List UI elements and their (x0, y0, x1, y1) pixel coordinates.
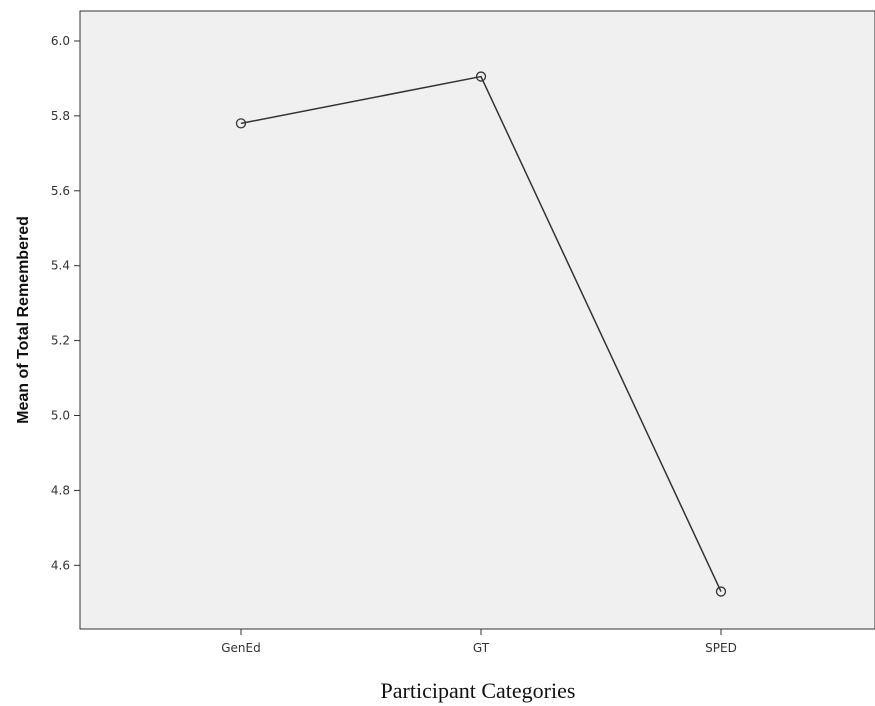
x-tick-label: SPED (705, 641, 737, 655)
y-tick-label: 5.2 (51, 334, 70, 348)
y-tick-label: 6.0 (51, 34, 70, 48)
y-tick-label: 5.8 (51, 109, 70, 123)
y-axis: 4.6 4.8 5.0 5.2 5.4 5.6 5.8 6.0 (51, 34, 80, 572)
y-tick-label: 5.4 (51, 259, 70, 273)
plot-area (79, 10, 875, 630)
x-axis: GenEd GT SPED (221, 629, 737, 655)
y-axis-label: Mean of Total Remembered (15, 216, 32, 424)
series-line (240, 75, 722, 592)
x-tick-label: GT (473, 641, 490, 655)
data-point-gt (475, 71, 487, 82)
data-point-sped (715, 586, 727, 597)
y-tick-label: 5.0 (51, 409, 70, 423)
y-tick-label: 5.6 (51, 184, 70, 198)
y-tick-label: 4.8 (51, 483, 70, 497)
x-axis-label: Participant Categories (381, 678, 576, 703)
y-tick-label: 4.6 (51, 558, 70, 572)
x-tick-label: GenEd (221, 641, 261, 655)
data-point-gened (235, 118, 247, 129)
series-markers (235, 71, 727, 597)
